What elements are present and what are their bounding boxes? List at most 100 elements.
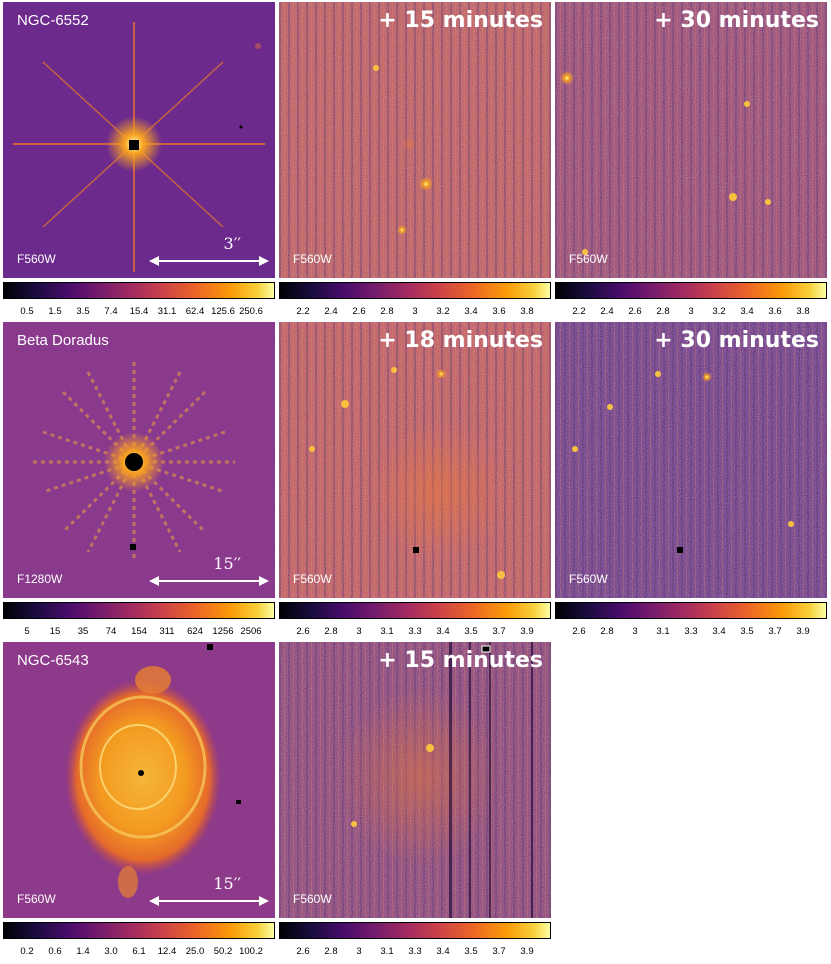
filter-label: F1280W	[17, 572, 63, 586]
double-arrow-icon	[149, 256, 269, 266]
colorbar-gradient	[279, 602, 551, 619]
colorbar-tick-label: 15.4	[129, 306, 149, 317]
colorbar	[279, 922, 551, 939]
colorbar-tick-label: 3.4	[712, 626, 726, 637]
followup-panel-beta-doradus-18min: + 18 minutes F560W	[279, 322, 551, 598]
colorbar-tick-label: 2.6	[296, 626, 310, 637]
colorbar-tick-label: 15	[49, 626, 61, 637]
colorbar-tick-label: 2.6	[296, 946, 310, 957]
colorbar-tick-label: 2.8	[324, 946, 338, 957]
colorbar-tick-label: 3.7	[492, 946, 506, 957]
colorbar-tick-label: 62.4	[185, 306, 205, 317]
ngc6552-image	[3, 2, 275, 278]
colorbar-tick-label: 3	[632, 626, 638, 637]
colorbar-tick-label: 25.0	[185, 946, 205, 957]
filter-label: F560W	[569, 252, 608, 266]
reference-panel-beta-doradus: Beta Doradus F1280W 15′′	[3, 322, 275, 598]
colorbar-gradient	[555, 602, 827, 619]
colorbar-tick-label: 3.4	[436, 626, 450, 637]
target-name: NGC-6552	[17, 12, 89, 29]
colorbar-ticks: 0.2 0.6 1.4 3.0 6.1 12.4 25.0 50.2 100.2	[3, 946, 275, 960]
double-arrow-icon	[149, 896, 269, 906]
colorbar-gradient	[3, 922, 275, 939]
scale-bar-label: 3′′	[223, 234, 241, 253]
colorbar-tick-label: 250.6	[239, 306, 263, 317]
difference-image	[555, 322, 827, 598]
colorbar-ticks: 5 15 35 74 154 311 624 1256 2506	[3, 626, 275, 640]
colorbar-tick-label: 2.8	[324, 626, 338, 637]
beta-doradus-image	[3, 322, 275, 598]
colorbar-tick-label: 3.8	[520, 306, 534, 317]
time-delay-label: + 15 minutes	[378, 648, 543, 673]
colorbar-tick-label: 3.1	[380, 946, 394, 957]
colorbar	[279, 602, 551, 619]
difference-image	[279, 2, 551, 278]
filter-label: F560W	[569, 572, 608, 586]
colorbar-gradient	[3, 602, 275, 619]
colorbar-tick-label: 1.4	[76, 946, 90, 957]
difference-image	[279, 322, 551, 598]
scale-bar: 15′′	[149, 554, 269, 588]
colorbar	[555, 602, 827, 619]
double-arrow-icon	[149, 576, 269, 586]
colorbar-tick-label: 3.3	[408, 626, 422, 637]
colorbar-tick-label: 3.1	[656, 626, 670, 637]
colorbar-tick-label: 3.7	[768, 626, 782, 637]
colorbar-ticks: 2.2 2.4 2.6 2.8 3 3.2 3.4 3.6 3.8	[279, 306, 551, 320]
filter-label: F560W	[293, 892, 332, 906]
colorbar-tick-label: 3.9	[520, 946, 534, 957]
colorbar	[3, 282, 275, 299]
colorbar-tick-label: 2.6	[352, 306, 366, 317]
colorbar-tick-label: 3.1	[380, 626, 394, 637]
colorbar-tick-label: 3	[412, 306, 418, 317]
scale-bar-label: 15′′	[213, 554, 241, 573]
colorbar-ticks: 2.2 2.4 2.6 2.8 3 3.2 3.4 3.6 3.8	[555, 306, 827, 320]
followup-panel-ngc6543-15min: + 15 minutes F560W	[279, 642, 551, 918]
colorbar-tick-label: 7.4	[104, 306, 118, 317]
difference-image	[555, 2, 827, 278]
colorbar-tick-label: 3.9	[520, 626, 534, 637]
time-delay-label: + 18 minutes	[378, 328, 543, 353]
colorbar-tick-label: 5	[24, 626, 30, 637]
reference-panel-ngc6543: NGC-6543 F560W 15′′	[3, 642, 275, 918]
followup-panel-ngc6552-30min: + 30 minutes F560W	[555, 2, 827, 278]
colorbar-tick-label: 3	[356, 946, 362, 957]
colorbar-tick-label: 3.8	[796, 306, 810, 317]
colorbar-tick-label: 3.6	[768, 306, 782, 317]
colorbar-ticks: 2.6 2.8 3 3.1 3.3 3.4 3.5 3.7 3.9	[279, 626, 551, 640]
colorbar-tick-label: 50.2	[213, 946, 233, 957]
colorbar	[279, 282, 551, 299]
target-name: NGC-6543	[17, 652, 89, 669]
colorbar-tick-label: 0.5	[20, 306, 34, 317]
colorbar-tick-label: 125.6	[211, 306, 235, 317]
colorbar-gradient	[555, 282, 827, 299]
colorbar-tick-label: 0.2	[20, 946, 34, 957]
colorbar-tick-label: 3.5	[464, 946, 478, 957]
colorbar-ticks: 2.6 2.8 3 3.1 3.3 3.4 3.5 3.7 3.9	[555, 626, 827, 640]
colorbar-tick-label: 3.9	[796, 626, 810, 637]
colorbar-tick-label: 3.5	[76, 306, 90, 317]
colorbar	[3, 602, 275, 619]
scale-bar: 3′′	[149, 234, 269, 268]
colorbar-tick-label: 3.4	[436, 946, 450, 957]
scale-bar-label: 15′′	[213, 874, 241, 893]
followup-panel-ngc6552-15min: + 15 minutes F560W	[279, 2, 551, 278]
colorbar-gradient	[279, 922, 551, 939]
colorbar-tick-label: 3.4	[464, 306, 478, 317]
colorbar-tick-label: 3.3	[684, 626, 698, 637]
colorbar-tick-label: 3.6	[492, 306, 506, 317]
colorbar-tick-label: 1.5	[48, 306, 62, 317]
colorbar-tick-label: 1256	[212, 626, 234, 637]
colorbar-tick-label: 35	[77, 626, 89, 637]
colorbar-tick-label: 2.4	[324, 306, 338, 317]
colorbar-tick-label: 2.6	[628, 306, 642, 317]
ngc6543-image	[3, 642, 275, 918]
followup-panel-beta-doradus-30min: + 30 minutes F560W	[555, 322, 827, 598]
filter-label: F560W	[293, 572, 332, 586]
colorbar-tick-label: 3.2	[712, 306, 726, 317]
colorbar-gradient	[279, 282, 551, 299]
colorbar-tick-label: 2.6	[572, 626, 586, 637]
colorbar-ticks: 0.5 1.5 3.5 7.4 15.4 31.1 62.4 125.6 250.6	[3, 306, 275, 320]
reference-panel-ngc6552: NGC-6552 F560W 3′′	[3, 2, 275, 278]
colorbar-tick-label: 74	[105, 626, 117, 637]
